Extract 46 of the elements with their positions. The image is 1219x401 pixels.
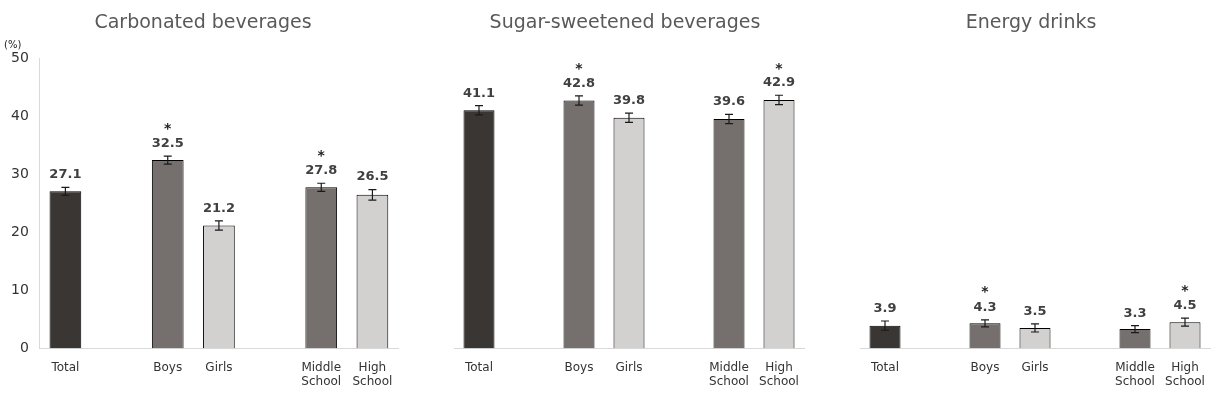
y-tick-label: 0 — [19, 338, 29, 355]
x-tick-label: High School — [352, 359, 393, 388]
data-label: 21.2 — [202, 199, 235, 215]
y-tick-label: 30 — [10, 165, 29, 182]
annotation: * — [981, 282, 990, 299]
x-tick-label: Total — [869, 359, 900, 374]
annotation: * — [164, 119, 173, 136]
annotation: * — [775, 59, 784, 76]
data-label: 4.3 — [973, 298, 997, 314]
x-tick-label: Boys — [564, 359, 594, 374]
annotation: * — [575, 60, 584, 77]
y-axis-title: (%) — [4, 39, 22, 51]
x-tick-label: Total — [463, 359, 494, 374]
y-tick-label: 20 — [10, 223, 29, 240]
data-label: 32.5 — [151, 134, 184, 150]
y-tick-label: 10 — [10, 280, 29, 297]
data-label: 3.9 — [873, 299, 897, 315]
data-label: 27.1 — [49, 166, 82, 182]
x-tick-label: High School — [1165, 359, 1205, 388]
chart-title: Carbonated beverages — [94, 10, 312, 33]
data-label: 27.8 — [305, 162, 338, 178]
x-tick-label: Girls — [615, 359, 643, 374]
x-tick-label: Middle School — [709, 359, 749, 388]
x-tick-label: Girls — [1021, 359, 1049, 374]
y-tick-label: 50 — [10, 49, 29, 66]
x-tick-label: Middle School — [301, 359, 342, 388]
data-label: 39.6 — [712, 93, 746, 109]
x-tick-label: High School — [759, 359, 799, 388]
data-label: 42.9 — [762, 74, 796, 90]
data-label: 39.8 — [612, 92, 646, 108]
chart-title: Sugar-sweetened beverages — [489, 10, 761, 33]
x-tick-label: Boys — [153, 359, 183, 374]
data-label: 42.8 — [562, 74, 596, 90]
data-label: 4.5 — [1173, 296, 1197, 312]
x-tick-label: Middle School — [1115, 359, 1155, 388]
x-tick-label: Girls — [205, 359, 233, 374]
data-label: 26.5 — [356, 168, 389, 184]
data-label: 3.5 — [1023, 302, 1047, 318]
x-tick-label: Boys — [970, 359, 1000, 374]
annotation: * — [317, 146, 326, 163]
chart-title: Energy drinks — [965, 10, 1097, 33]
data-label: 3.3 — [1123, 304, 1147, 320]
annotation: * — [1181, 281, 1190, 298]
x-tick-label: Total — [50, 359, 80, 374]
y-tick-label: 40 — [10, 107, 29, 124]
data-label: 41.1 — [462, 84, 496, 100]
